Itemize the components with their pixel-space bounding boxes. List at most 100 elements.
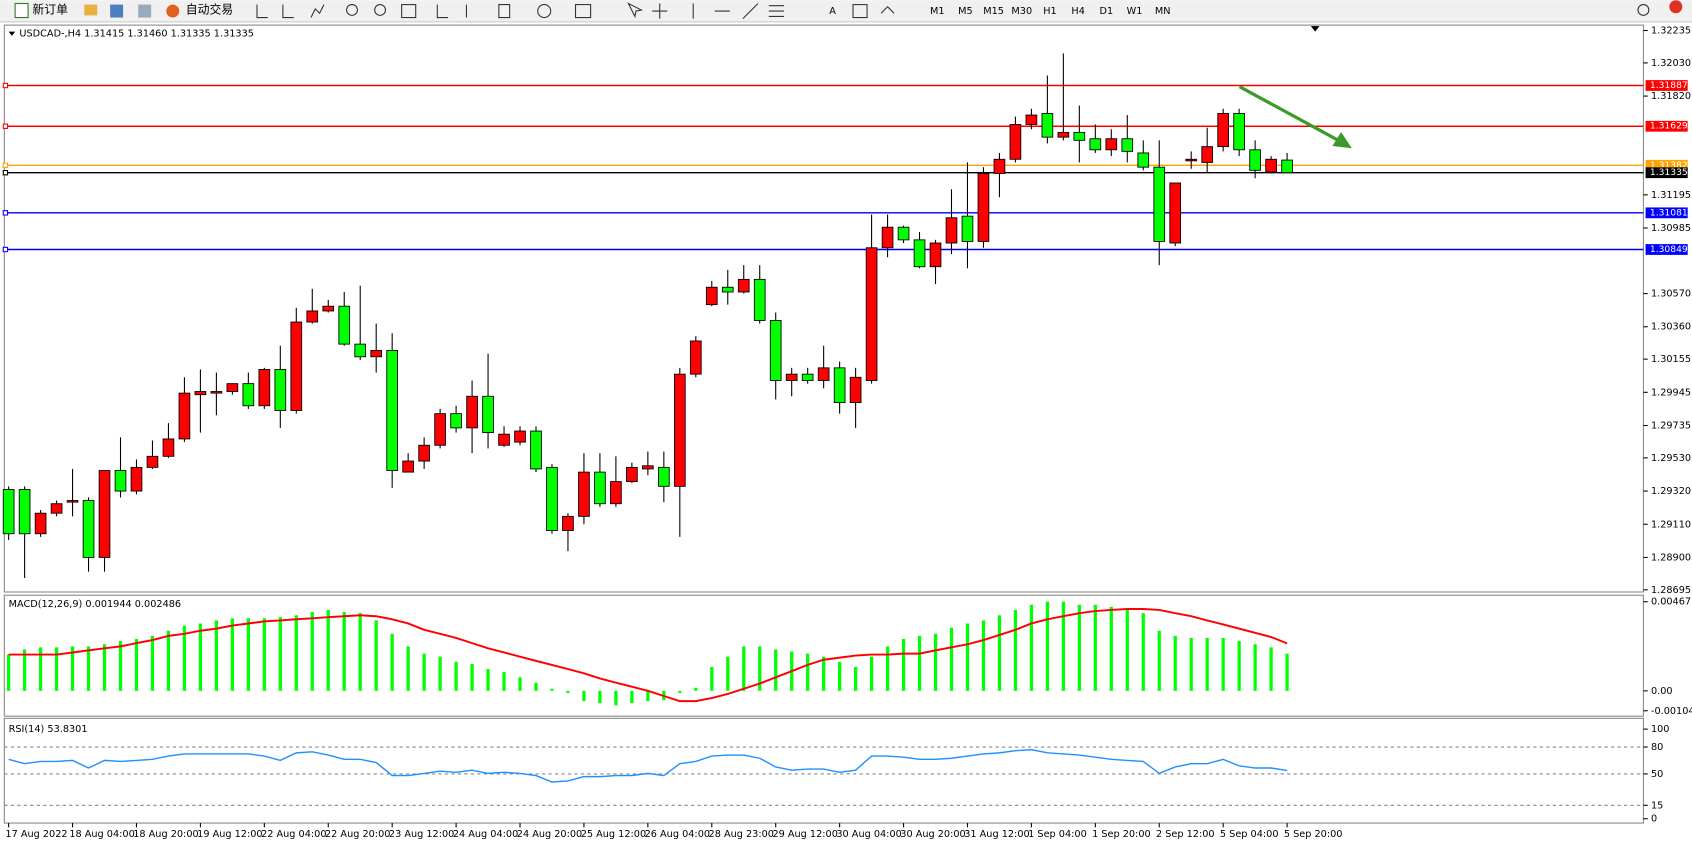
chart-type-icons[interactable] bbox=[256, 4, 325, 19]
y-tick-label: 1.29110 bbox=[1651, 519, 1691, 530]
drawing-tools[interactable] bbox=[627, 2, 784, 20]
macd-bar bbox=[486, 669, 490, 691]
candle-body bbox=[290, 321, 303, 411]
y-tick-label: 1.28695 bbox=[1651, 585, 1691, 596]
macd-bar bbox=[822, 656, 826, 691]
macd-bar bbox=[38, 647, 43, 691]
candle-body bbox=[322, 305, 335, 312]
macd-bar bbox=[598, 690, 602, 704]
x-tick-label: 1 Sep 04:00 bbox=[1028, 829, 1087, 840]
macd-bar bbox=[278, 617, 282, 691]
macd-bar bbox=[566, 690, 570, 693]
timeframe-button[interactable]: M30 bbox=[1011, 6, 1032, 17]
candle-body bbox=[721, 286, 734, 293]
icon[interactable] bbox=[84, 4, 98, 16]
price-level-label: 1.30849 bbox=[1650, 244, 1688, 255]
macd-bar bbox=[949, 627, 954, 691]
icon[interactable] bbox=[110, 4, 124, 18]
macd-bar bbox=[310, 612, 314, 691]
macd-bar bbox=[1061, 601, 1065, 691]
candle-body bbox=[2, 489, 15, 535]
candle-body bbox=[642, 465, 654, 470]
macd-bar bbox=[70, 646, 75, 691]
macd-bar bbox=[1093, 604, 1097, 691]
text-tool[interactable]: A bbox=[829, 6, 836, 17]
y-tick-label: -0.001044 bbox=[1651, 706, 1692, 717]
candle-body bbox=[370, 350, 383, 358]
x-tick-label: 24 Aug 04:00 bbox=[453, 829, 518, 840]
candle-body bbox=[1025, 114, 1038, 125]
candle-body bbox=[498, 433, 510, 446]
timeframe-button[interactable]: M1 bbox=[930, 6, 945, 17]
macd-bar bbox=[838, 661, 842, 691]
periods-icon[interactable] bbox=[537, 4, 552, 19]
candle-body bbox=[1121, 138, 1134, 152]
macd-bar bbox=[1141, 613, 1145, 691]
candle-body bbox=[626, 466, 638, 483]
macd-bar bbox=[102, 644, 107, 691]
candle-body bbox=[386, 350, 399, 471]
tool-icons-2[interactable] bbox=[436, 4, 511, 19]
candle-body bbox=[610, 481, 622, 505]
macd-bar bbox=[901, 638, 906, 691]
timeframe-button[interactable]: M15 bbox=[983, 6, 1004, 17]
candle-body bbox=[402, 460, 414, 473]
x-tick-label: 28 Aug 23:00 bbox=[709, 829, 774, 840]
y-tick-label: 1.30155 bbox=[1651, 354, 1691, 365]
x-tick-label: 5 Sep 04:00 bbox=[1220, 829, 1279, 840]
rsi-line bbox=[8, 748, 1288, 783]
trend-arrow bbox=[1238, 85, 1340, 143]
macd-bar bbox=[1253, 644, 1257, 691]
candle-body bbox=[977, 173, 990, 242]
candle-body bbox=[689, 340, 702, 375]
zoom-in[interactable] bbox=[346, 4, 358, 16]
candle-body bbox=[66, 500, 79, 503]
auto-trade-button[interactable]: 自动交易 bbox=[166, 2, 233, 18]
candle-body bbox=[50, 503, 63, 514]
candle-body bbox=[194, 391, 207, 396]
candle-body bbox=[833, 367, 846, 404]
candle-body bbox=[737, 278, 750, 293]
y-tick-label: 50 bbox=[1651, 769, 1663, 780]
zoom-out[interactable] bbox=[374, 4, 387, 16]
macd-bar bbox=[774, 649, 778, 691]
macd-bar bbox=[885, 646, 890, 691]
search[interactable] bbox=[1637, 4, 1650, 16]
candle-body bbox=[705, 286, 718, 306]
timeframe-button[interactable]: M5 bbox=[958, 6, 973, 17]
y-tick-label: 1.29735 bbox=[1651, 421, 1691, 432]
new-order-button[interactable]: 新订单 bbox=[14, 2, 68, 19]
y-tick-label: 1.30360 bbox=[1651, 322, 1691, 333]
x-tick-label: 31 Aug 12:00 bbox=[964, 829, 1029, 840]
icon[interactable] bbox=[138, 4, 152, 18]
candle-body bbox=[210, 391, 223, 394]
tile-windows[interactable] bbox=[401, 4, 417, 19]
macd-bar bbox=[422, 653, 426, 691]
timeframe-button[interactable]: D1 bbox=[1100, 6, 1114, 17]
notification-badge[interactable] bbox=[1669, 0, 1683, 14]
x-tick-label: 30 Aug 04:00 bbox=[836, 829, 901, 840]
timeframe-button[interactable]: H1 bbox=[1043, 6, 1056, 17]
macd-bar bbox=[1029, 604, 1034, 691]
candle-body bbox=[258, 368, 271, 407]
candle-body bbox=[338, 305, 351, 345]
timeframe-button[interactable]: W1 bbox=[1127, 6, 1143, 17]
x-tick-label: 17 Aug 2022 bbox=[5, 829, 67, 840]
candle-body bbox=[466, 395, 478, 429]
candle-body bbox=[817, 367, 830, 381]
rsi-title: RSI(14) 53.8301 bbox=[9, 724, 88, 735]
price-level-tag bbox=[1645, 159, 1688, 171]
label-tool[interactable] bbox=[852, 4, 868, 19]
toolbar: 新订单 自动交易 A M1 M5 M15 M30 H1 H4 D1 W1 MN bbox=[0, 0, 1692, 23]
y-tick-label: 0.004671 bbox=[1651, 597, 1692, 608]
arrow-tool[interactable] bbox=[880, 5, 895, 14]
templates-icon[interactable] bbox=[574, 4, 592, 19]
timeframe-button[interactable]: H4 bbox=[1071, 6, 1084, 17]
price-level-handle bbox=[2, 210, 9, 216]
candle-body bbox=[961, 215, 974, 242]
candle-body bbox=[98, 470, 111, 558]
timeframe-button[interactable]: MN bbox=[1155, 6, 1171, 17]
macd-pane bbox=[3, 594, 1644, 717]
macd-bar bbox=[374, 620, 378, 691]
